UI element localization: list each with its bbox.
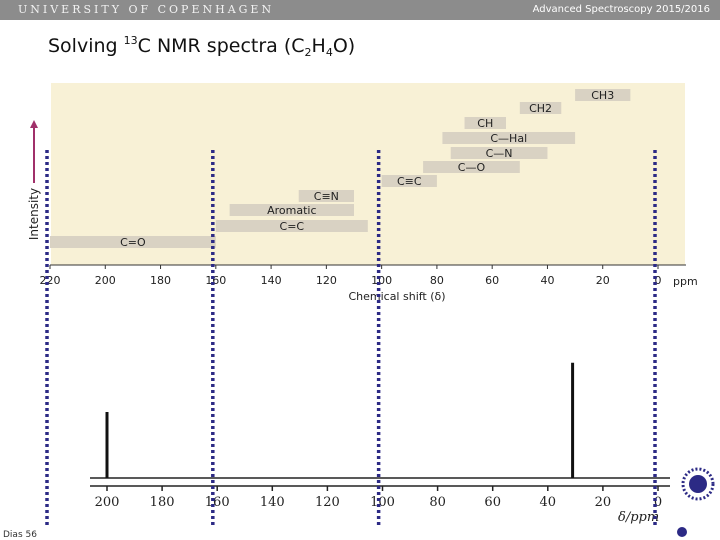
range-tick-label-8: 60 xyxy=(485,274,499,287)
band-label-3: C—Hal xyxy=(490,132,527,145)
spectrum-tick-label-8: 40 xyxy=(540,495,557,510)
band-5 xyxy=(423,161,520,173)
peak-group xyxy=(105,362,575,478)
range-tick-label-3: 160 xyxy=(205,274,226,287)
band-label-4: C—N xyxy=(486,147,513,160)
title-prefix: Solving xyxy=(48,35,124,57)
band-label-2: CH xyxy=(477,117,493,130)
range-tick-label-10: 20 xyxy=(596,274,610,287)
spectrum-tick-label-9: 20 xyxy=(595,495,612,510)
spectrum-tick-label-3: 140 xyxy=(260,495,285,510)
band-7 xyxy=(298,190,354,202)
spectrum-tick-label-0: 200 xyxy=(95,495,120,510)
slide-title: Solving 13C NMR spectra (C2H4O) xyxy=(48,34,355,59)
title-sub2: 4 xyxy=(325,46,333,59)
spectrum-tick-label-10: 0 xyxy=(654,495,662,510)
spectrum-tick-label-6: 80 xyxy=(429,495,446,510)
band-9 xyxy=(215,220,368,232)
band-label-6: C≡C xyxy=(397,175,422,188)
dotted-marker-group xyxy=(45,150,657,526)
range-tick-label-11: 0 xyxy=(655,274,662,287)
title-isotope: 13 xyxy=(123,34,138,47)
range-tick-label-5: 120 xyxy=(316,274,337,287)
band-label-7: C≡N xyxy=(314,190,339,203)
band-8 xyxy=(229,204,354,216)
range-tick-label-6: 100 xyxy=(371,274,392,287)
band-label-10: C=O xyxy=(120,236,146,249)
intensity-arrowhead xyxy=(30,120,38,128)
university-name: UNIVERSITY OF COPENHAGEN xyxy=(18,3,275,16)
range-chart-background xyxy=(51,83,685,265)
band-2 xyxy=(464,117,506,129)
band-3 xyxy=(442,132,576,144)
title-end: O) xyxy=(332,35,356,57)
spectrum-tick-label-2: 160 xyxy=(205,495,230,510)
spectrum-tick-label-7: 60 xyxy=(484,495,501,510)
range-tick-label-1: 200 xyxy=(95,274,116,287)
spectrum-xlabel: δ/ppm xyxy=(618,510,659,525)
spectrum-tick-label-1: 180 xyxy=(150,495,175,510)
band-label-9: C=C xyxy=(280,220,305,233)
range-tick-label-4: 140 xyxy=(261,274,282,287)
band-label-5: C—O xyxy=(458,161,486,174)
spectrum-tick-label-5: 100 xyxy=(370,495,395,510)
y-axis-label: Intensity xyxy=(27,188,41,240)
spectrum-ticks: 200 180 160 140 120 100 80 60 40 20 0 xyxy=(95,486,662,510)
header-bar: UNIVERSITY OF COPENHAGEN Advanced Spectr… xyxy=(0,0,720,20)
band-0 xyxy=(575,89,631,101)
title-middle: C NMR spectra (C xyxy=(137,35,305,57)
range-tick-label-7: 80 xyxy=(430,274,444,287)
slide-number: Dias 56 xyxy=(3,530,37,540)
range-tick-label-0: 220 xyxy=(40,274,61,287)
band-4 xyxy=(450,147,548,159)
x-unit-label: ppm xyxy=(673,275,698,288)
title-sub1: 2 xyxy=(304,46,312,59)
range-tick-label-2: 180 xyxy=(150,274,171,287)
spectrum-tick-label-4: 120 xyxy=(315,495,340,510)
band-label-1: CH2 xyxy=(529,102,552,115)
band-1 xyxy=(519,102,562,114)
band-label-8: Aromatic xyxy=(267,204,316,217)
range-tick-label-9: 40 xyxy=(540,274,554,287)
university-seal-icon xyxy=(677,467,715,537)
course-title: Advanced Spectroscopy 2015/2016 xyxy=(532,4,710,15)
band-10 xyxy=(50,236,216,248)
title-h: H xyxy=(311,35,326,57)
band-label-0: CH3 xyxy=(591,89,614,102)
range-chart-xlabel: Chemical shift (δ) xyxy=(348,290,445,303)
range-chart-ticks: 220 200 180 160 140 120 100 80 60 40 20 0 xyxy=(40,265,662,287)
band-6 xyxy=(381,175,437,187)
